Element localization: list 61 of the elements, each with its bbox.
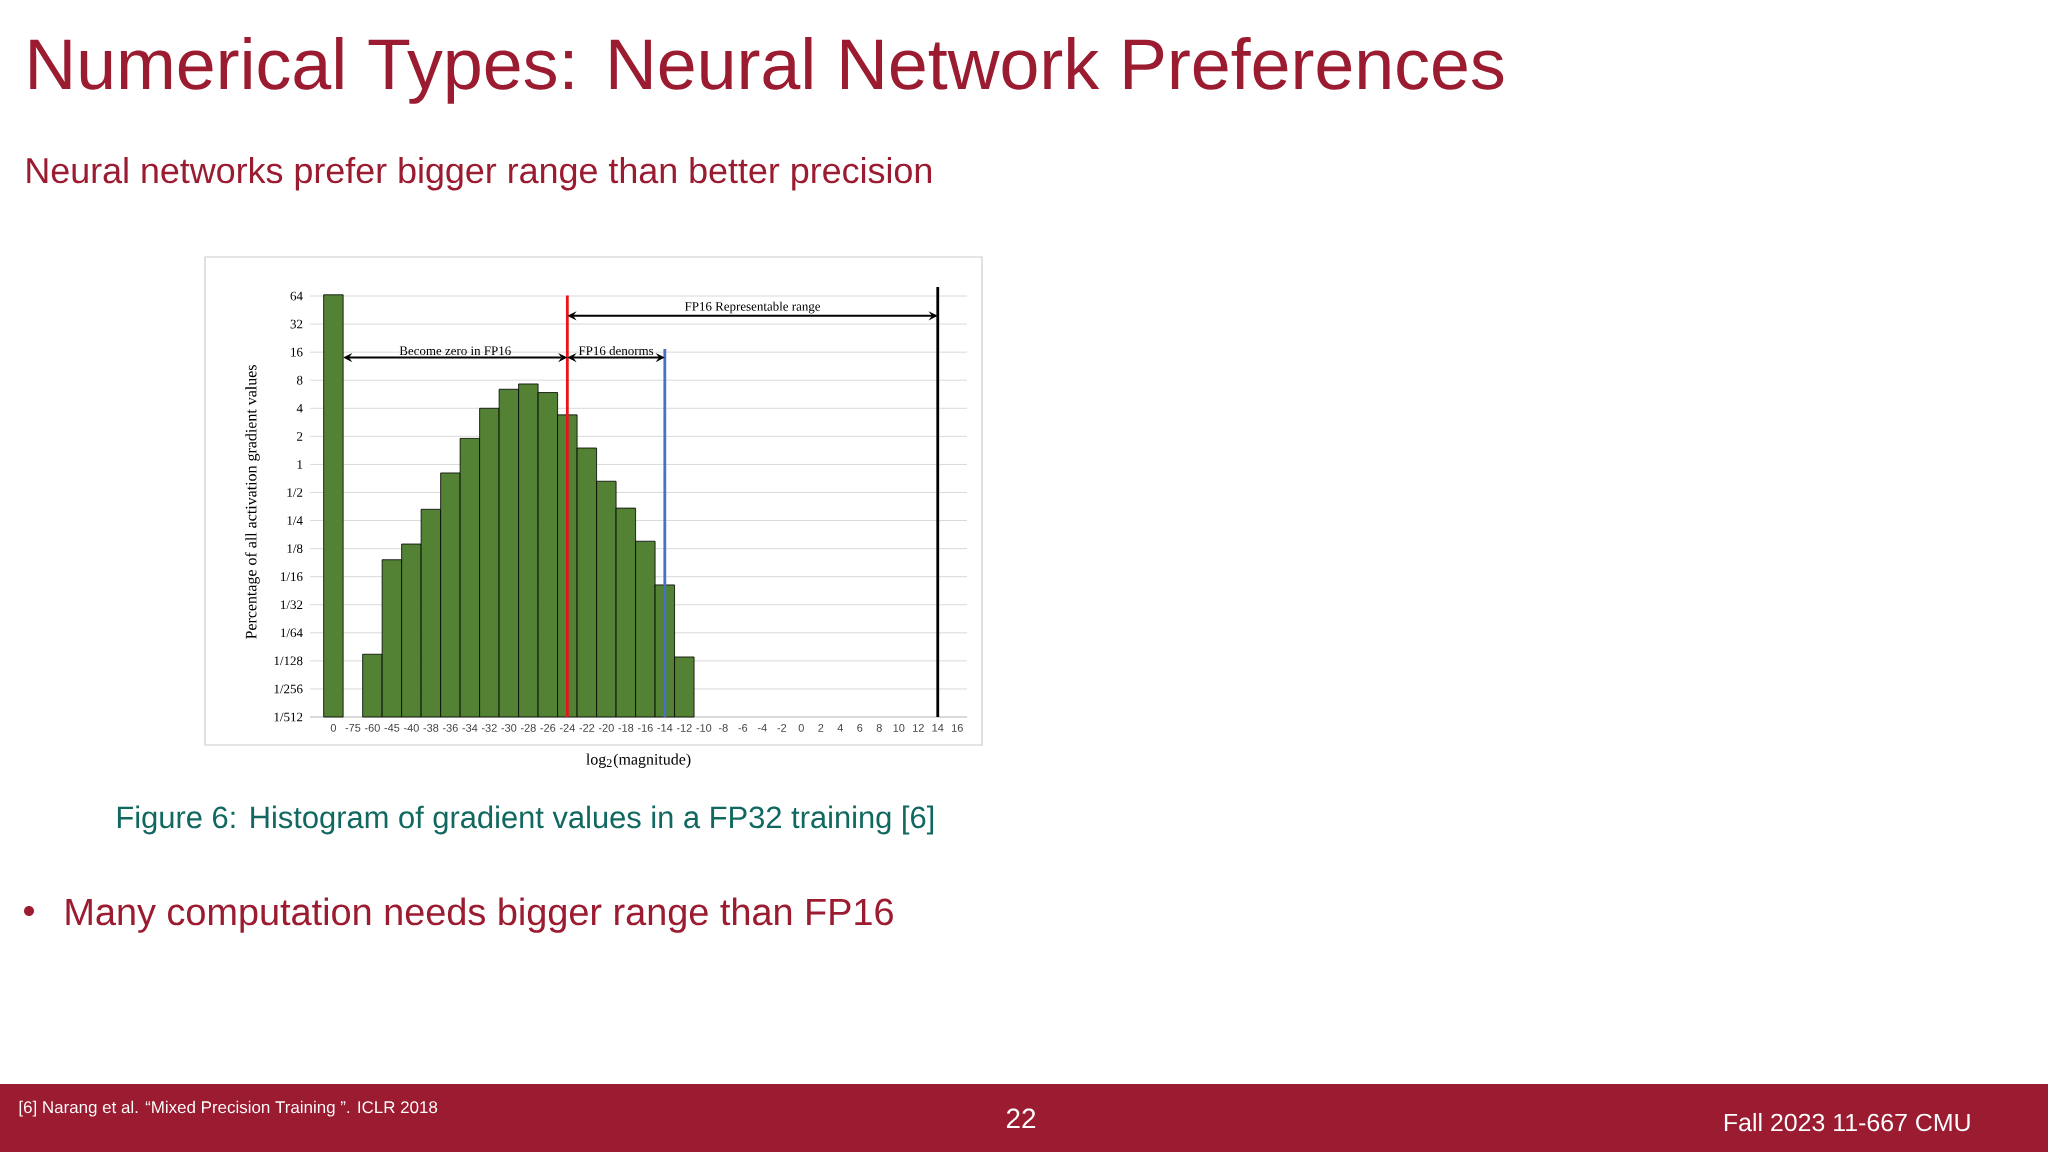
x-tick-label: -12 [676,724,692,732]
y-axis-title: Percentage of all activation gradient values [245,365,260,639]
x-tick-label: -14 [657,724,673,732]
y-tick-label: 1/4 [287,516,303,525]
x-tick-label: 12 [913,724,924,732]
text: 22 [1006,1108,1036,1128]
caption: Figure 6: Histogram of gradient values in a FP32 training [6] [117,805,934,835]
x-tick-label: -36 [442,724,458,732]
x-tick-label: -2 [777,724,787,732]
annotation: FP16 denorms [578,346,654,356]
y-tick-label: 1/64 [281,628,303,638]
x-tick-label: 4 [837,724,844,732]
x-tick-label: -24 [559,724,575,732]
y-tick-label: 8 [296,375,303,385]
y-tick-label: 1/32 [281,600,303,610]
annotation: FP16 Representable range [684,301,821,314]
x-tick-label: -6 [738,724,748,732]
chart-subtitle: Neural networks prefer bigger range than better precision [27,156,931,191]
x-tick-label: -28 [520,724,536,732]
x-tick-label: 16 [952,724,963,732]
x-tick-label: -30 [501,724,517,732]
x-tick-label: -34 [462,724,478,732]
x-tick-label: 8 [876,724,882,732]
x-tick-label: -4 [757,724,767,732]
x-tick-label: -38 [423,724,439,732]
y-tick-label: 1/8 [287,544,303,553]
x-tick-label: -45 [384,724,400,732]
x-tick-label: 14 [932,724,944,732]
x-axis-title: log$_{2}$(magnitude) [586,753,691,768]
y-tick-label: 1/256 [274,684,303,694]
x-tick-label: -32 [481,724,497,732]
y-tick-label: 2 [297,432,303,441]
y-tick-label: 32 [290,319,303,329]
text: Fall 2023 11-667 CMU [1724,1112,1970,1132]
y-tick-label: 1/512 [274,712,303,722]
y-tick-label: 4 [296,404,303,413]
x-tick-label: -22 [579,724,595,732]
x-tick-label: -20 [598,724,614,732]
x-tick-label: -26 [540,724,556,732]
y-tick-label: 1 [297,460,303,469]
x-tick-label: -18 [618,724,634,732]
y-tick-label: 1/128 [274,656,303,666]
x-tick-label: -40 [403,724,419,732]
x-tick-label: -60 [364,724,380,732]
x-tick-label: -10 [696,724,712,732]
y-tick-label: 1/2 [287,488,303,497]
y-tick-label: 16 [291,347,303,357]
chart-title: Numerical Types: Neural Network Preferences [30,37,1504,104]
x-tick-label: -8 [718,724,728,732]
x-tick-label: -16 [637,724,653,732]
y-tick-label: 64 [290,291,303,301]
x-tick-label: 0 [330,724,337,732]
text: Many computation needs bigger range than FP16 [66,897,893,933]
x-tick-label: 2 [818,724,824,732]
x-tick-label: 10 [893,724,905,732]
x-tick-label: 0 [798,724,804,732]
x-tick-label: -75 [345,724,361,732]
x-tick-label: 6 [857,724,863,732]
annotation: Become zero in FP16 [399,346,511,356]
y-tick-label: 1/16 [281,572,303,582]
text: [6] Narang et al. “Mixed Precision Training ”. ICLR 2018 [19,1100,438,1117]
